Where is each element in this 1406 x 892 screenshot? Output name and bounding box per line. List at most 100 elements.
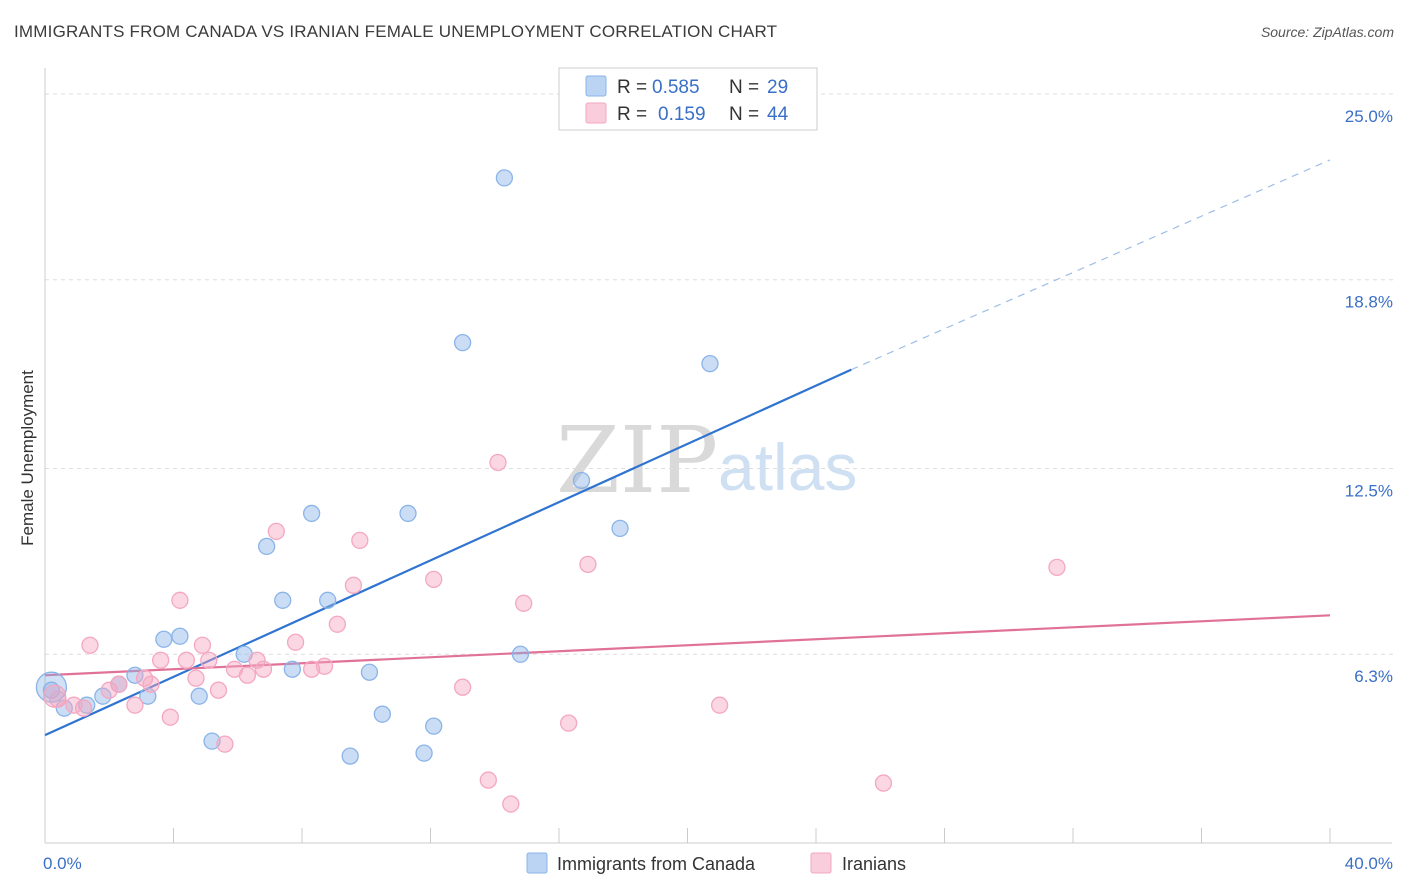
bottom-legend-swatch-iranians <box>810 852 832 874</box>
iranians-point <box>161 708 179 726</box>
iranians-point <box>171 591 189 609</box>
canada-point <box>258 537 276 556</box>
iranians-point <box>142 675 160 693</box>
iranians-cluster-point <box>42 684 67 708</box>
canada-trend-extension <box>851 159 1331 371</box>
iranians-point <box>579 555 597 574</box>
canada-point <box>42 681 61 699</box>
canada-point <box>283 660 302 678</box>
canada-trend-line <box>44 368 852 737</box>
canada-point <box>373 705 391 723</box>
y-tick-label: 18.8% <box>1345 293 1393 312</box>
y-axis-title: Female Unemployment <box>18 370 37 546</box>
grid-lines <box>45 93 1395 655</box>
canada-point <box>360 663 379 681</box>
legend-swatch-iranians <box>585 102 607 124</box>
canada-point <box>94 687 112 705</box>
iranians-point <box>1048 558 1066 577</box>
iranians-point <box>238 666 257 684</box>
iranians-point <box>351 531 369 550</box>
iranians-point <box>65 696 83 714</box>
canada-point <box>611 519 629 538</box>
iranians-point <box>425 570 443 588</box>
iranians-point <box>344 576 363 594</box>
trend-lines <box>44 159 1331 737</box>
legend-n-canada: 29 <box>767 77 788 98</box>
iranians-point <box>193 636 212 654</box>
canada-point <box>203 732 221 750</box>
bottom-legend-label-canada: Immigrants from Canada <box>557 854 756 874</box>
x-tick-label: 0.0% <box>43 854 82 873</box>
iranians-point <box>177 651 196 669</box>
watermark-atlas: atlas <box>718 430 857 504</box>
iranians-point <box>267 522 285 541</box>
legend-r-label-canada: R = <box>617 77 647 98</box>
iranians-point <box>254 660 273 678</box>
canada-point <box>495 169 514 187</box>
source-credit: Source: ZipAtlas.com <box>1260 24 1394 40</box>
y-tick-label: 25.0% <box>1345 107 1393 126</box>
canada-point <box>190 687 208 705</box>
iranians-point <box>248 651 266 669</box>
tick-labels: 6.3% 12.5% 18.8% 25.0% 0.0% 40.0% <box>43 107 1393 873</box>
iranians-point <box>453 678 472 696</box>
bottom-legend-swatch-canada <box>526 852 548 874</box>
legend-r-iranians: 0.159 <box>658 104 706 125</box>
iranians-point <box>502 795 520 813</box>
legend-r-canada: 0.585 <box>652 77 700 98</box>
legend-r-label-iranians: R = <box>617 104 647 125</box>
iranians-point <box>479 771 497 789</box>
iranians-trend-line <box>44 614 1331 677</box>
canada-point <box>302 504 321 523</box>
iranians-point <box>200 651 218 669</box>
iranians-point <box>515 594 533 612</box>
iranians-point <box>315 657 334 675</box>
legend-swatch-canada <box>585 75 607 97</box>
canada-point <box>415 744 433 762</box>
canada-point <box>399 504 417 523</box>
y-tick-label: 6.3% <box>1354 667 1393 686</box>
canada-point <box>155 630 173 648</box>
iranians-point <box>126 696 144 714</box>
bottom-legend: Immigrants from Canada Iranians <box>526 852 906 874</box>
iranians-point <box>110 675 128 693</box>
iranians-point <box>74 699 93 717</box>
iranians-point <box>710 696 729 714</box>
canada-point <box>78 696 96 714</box>
chart-title: IMMIGRANTS FROM CANADA VS IRANIAN FEMALE… <box>14 22 778 41</box>
canada-point <box>701 354 719 373</box>
iranians-point <box>328 615 346 633</box>
iranians-point <box>874 774 893 792</box>
canada-point <box>425 717 443 735</box>
canada-point <box>126 666 144 684</box>
legend-n-iranians: 44 <box>767 104 789 125</box>
canada-point <box>511 645 530 663</box>
iranians-point <box>216 735 234 753</box>
iranians-point <box>302 660 321 678</box>
legend-n-label-canada: N = <box>729 77 759 98</box>
x-tick-label: 40.0% <box>1345 854 1393 873</box>
iranians-point <box>100 681 118 699</box>
bottom-legend-label-iranians: Iranians <box>842 854 906 874</box>
iranians-point <box>187 669 205 687</box>
iranians-point <box>209 681 228 699</box>
canada-point <box>572 471 591 490</box>
watermark-zip: ZIP <box>556 407 718 514</box>
canada-point <box>319 591 337 609</box>
iranians-point <box>286 633 305 651</box>
iranians-point <box>559 714 578 732</box>
legend-n-label-iranians: N = <box>729 104 759 125</box>
iranians-point <box>81 636 99 654</box>
iranians-point <box>489 453 507 472</box>
canada-point <box>274 591 292 609</box>
iranians-point <box>135 669 154 687</box>
data-points <box>35 169 1066 813</box>
iranians-point <box>151 651 170 669</box>
canada-point <box>453 334 472 352</box>
canada-point <box>171 627 189 645</box>
top-legend: R = 0.585 N = 29 R = 0.159 N = 44 <box>558 67 818 131</box>
axes <box>44 68 1392 844</box>
y-tick-label: 12.5% <box>1345 481 1393 500</box>
canada-point <box>341 747 359 765</box>
